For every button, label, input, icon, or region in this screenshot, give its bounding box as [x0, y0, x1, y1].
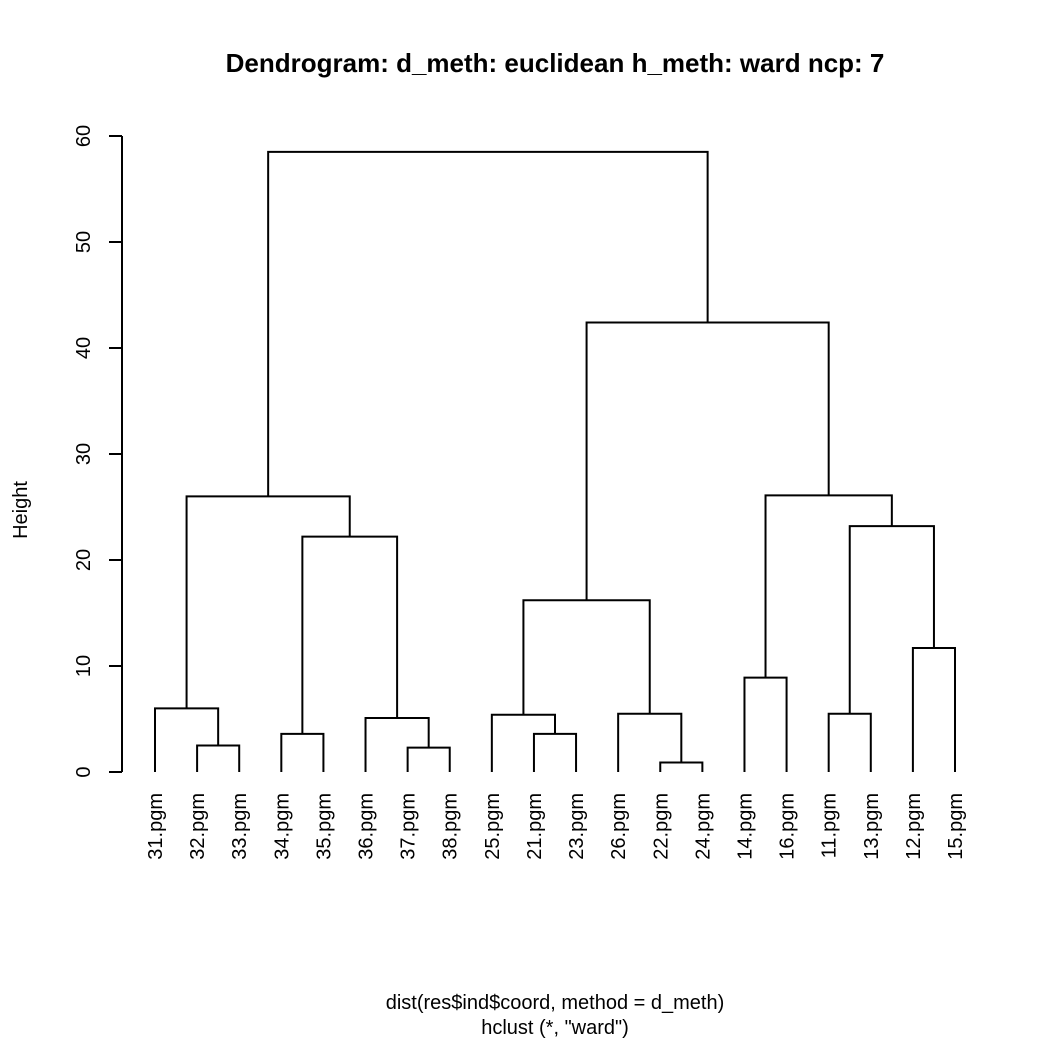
merge-link-9 [490, 713, 556, 772]
merge-link-10 [659, 761, 704, 772]
y-tick-label: 50 [73, 231, 95, 253]
leaf-label: 23.pgm [566, 793, 588, 860]
leaf-label: 21.pgm [524, 793, 546, 860]
merge-link-7 [185, 495, 351, 709]
merge-link-4 [406, 746, 451, 772]
merge-link-3 [280, 732, 325, 772]
leaf-label: 31.pgm [145, 793, 167, 860]
leaf-label: 24.pgm [692, 793, 714, 860]
merge-link-13 [743, 676, 788, 772]
leaf-label: 32.pgm [187, 793, 209, 860]
merge-link-15 [911, 646, 956, 772]
merge-link-6 [301, 535, 399, 734]
merge-link-19 [267, 150, 709, 497]
y-tick-label: 20 [73, 549, 95, 571]
leaf-label: 22.pgm [650, 793, 672, 860]
merge-link-17 [764, 494, 893, 678]
leaf-label: 35.pgm [313, 793, 335, 860]
merge-link-18 [585, 321, 830, 601]
leaf-label: 38.pgm [440, 793, 462, 860]
leaf-label: 36.pgm [356, 793, 378, 860]
leaf-label: 11.pgm [819, 793, 841, 858]
leaf-label: 25.pgm [482, 793, 504, 860]
merge-link-14 [827, 712, 872, 772]
y-tick-label: 0 [73, 766, 95, 777]
leaf-label: 37.pgm [398, 793, 420, 860]
merge-link-5 [364, 716, 430, 772]
leaf-labels: 31.pgm 32.pgm 33.pgm 34.pgm 35.pgm 36.pgm 37.p… [145, 793, 967, 860]
chart-title: Dendrogram: d_meth: euclidean h_meth: wa… [226, 48, 885, 78]
leaf-label: 33.pgm [229, 793, 251, 860]
y-tick-label: 40 [73, 337, 95, 359]
y-axis: 0 10 20 30 40 50 60 [73, 125, 123, 778]
dendrogram-tree [154, 150, 956, 772]
y-tick-label: 60 [73, 125, 95, 147]
y-tick-label: 10 [73, 655, 95, 677]
leaf-label: 26.pgm [608, 793, 630, 860]
leaf-label: 15.pgm [945, 793, 967, 860]
merge-link-16 [848, 525, 935, 714]
x-axis-label: dist(res$ind$coord, method = d_meth) [386, 992, 725, 1014]
leaf-label: 34.pgm [271, 793, 293, 860]
y-tick-label: 30 [73, 443, 95, 465]
merge-link-1 [196, 744, 241, 772]
y-axis-label: Height [10, 481, 32, 539]
leaf-label: 14.pgm [734, 793, 756, 860]
method-sublabel: hclust (*, "ward") [481, 1017, 629, 1039]
leaf-label: 16.pgm [777, 793, 799, 860]
leaf-label: 13.pgm [861, 793, 883, 860]
leaf-label: 12.pgm [903, 793, 925, 860]
merge-link-8 [532, 732, 578, 772]
merge-link-2 [154, 707, 220, 772]
merge-link-12 [522, 599, 651, 715]
